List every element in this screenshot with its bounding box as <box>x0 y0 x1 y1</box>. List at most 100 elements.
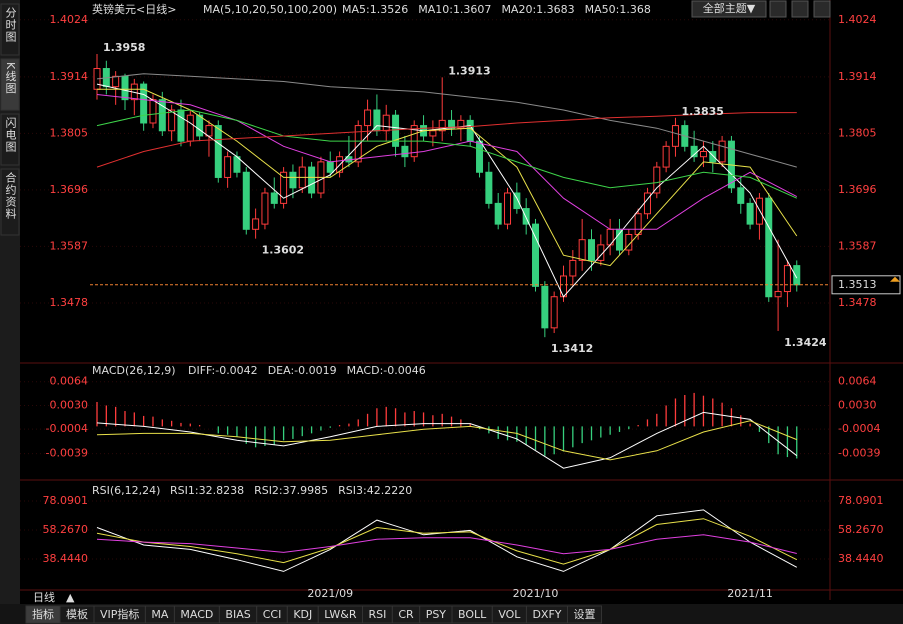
last-price-label: 1.3513 <box>838 278 877 291</box>
extreme-label: 1.3913 <box>448 64 490 77</box>
extreme-label: 1.3412 <box>551 342 593 355</box>
y-tick-label: 58.2670 <box>838 523 884 536</box>
extreme-label: 1.3835 <box>681 105 723 118</box>
bottom-tab-label[interactable]: VOL <box>498 608 521 621</box>
theme-button-label[interactable]: 全部主题▼ <box>703 1 756 15</box>
candle-body <box>280 171 288 204</box>
candle-body <box>504 192 512 225</box>
side-tab[interactable] <box>0 168 20 236</box>
side-tab-label[interactable]: 分时图 <box>4 7 17 43</box>
candle-body <box>364 109 372 127</box>
bottom-tab[interactable] <box>567 605 602 624</box>
candle-body <box>625 233 633 251</box>
period-label[interactable]: 日线 <box>33 590 55 604</box>
candle-body <box>196 114 204 137</box>
candle-body <box>429 130 437 137</box>
bottom-tab-label[interactable]: 模板 <box>66 607 88 621</box>
side-tab[interactable] <box>0 3 20 56</box>
side-tab-label[interactable]: 合约资料 <box>4 171 17 220</box>
y-tick-label: 1.3914 <box>50 70 89 83</box>
candle-body <box>746 202 754 225</box>
x-tick-label: 2021/09 <box>307 587 353 600</box>
candle-body <box>476 140 484 173</box>
candle-body <box>522 208 530 225</box>
candle-body <box>513 192 521 210</box>
legend-entry: MA5:1.3526 <box>342 3 408 16</box>
y-tick-label: -0.0039 <box>46 447 88 460</box>
last-price-arrow <box>890 276 900 282</box>
window-button[interactable] <box>813 0 831 18</box>
y-tick-label: 78.0901 <box>43 494 89 507</box>
bottom-tab-label[interactable]: BIAS <box>225 608 250 621</box>
line <box>97 88 798 267</box>
candle-body <box>158 99 166 132</box>
bottom-tab-label[interactable]: MACD <box>180 608 213 621</box>
legend-entry: RSI2:37.9985 <box>254 484 328 497</box>
bottom-tab-label[interactable]: LW&R <box>324 608 357 621</box>
line <box>96 518 798 565</box>
line <box>96 112 797 168</box>
x-tick-label: 2021/10 <box>513 587 559 600</box>
legend-entry: MA10:1.3607 <box>418 3 491 16</box>
candle-body <box>186 114 194 142</box>
window-button[interactable] <box>791 0 809 18</box>
candle-body <box>587 239 595 261</box>
candle-body <box>457 119 465 129</box>
candle-body <box>662 145 670 168</box>
legend-entry: MACD:-0.0046 <box>347 364 426 377</box>
bottom-tab-label[interactable]: VIP指标 <box>100 607 139 621</box>
candle-body <box>765 197 773 298</box>
candle-body <box>401 145 409 158</box>
bottom-tab-label[interactable]: CR <box>398 608 414 621</box>
y-tick-label: 1.3478 <box>50 296 89 309</box>
candle-body <box>466 119 474 142</box>
candle-body <box>569 259 577 277</box>
theme-button[interactable] <box>691 0 767 18</box>
candle-body <box>308 166 316 194</box>
bottom-tab-label[interactable]: DXFY <box>532 608 561 621</box>
bottom-tab-label[interactable]: CCI <box>263 608 282 621</box>
window-button[interactable] <box>769 0 787 18</box>
bottom-tab-label[interactable]: RSI <box>368 608 386 621</box>
bottom-tab-label[interactable]: 指标 <box>32 607 54 621</box>
y-tick-label: 0.0030 <box>838 398 877 411</box>
candle-body <box>653 166 661 194</box>
last-price-box <box>831 275 901 295</box>
candle-body <box>541 285 549 329</box>
extreme-label: 1.3602 <box>262 244 304 257</box>
side-tab[interactable] <box>0 58 20 111</box>
candle-body <box>671 125 679 147</box>
candle-body <box>140 83 148 124</box>
bottom-tab-label[interactable]: MA <box>151 608 168 621</box>
bottom-tab-label[interactable]: 设置 <box>574 608 596 621</box>
side-tab-label[interactable]: 闪电图 <box>4 116 17 153</box>
y-tick-label: 1.3587 <box>50 239 89 252</box>
period-arrow[interactable]: ▲ <box>66 591 75 604</box>
y-tick-label: 38.4440 <box>838 552 884 565</box>
indicator-title: RSI(6,12,24) <box>92 484 160 497</box>
candle-body <box>214 125 222 178</box>
bottom-tab-label[interactable]: PSY <box>426 608 447 621</box>
candle-body <box>560 275 567 298</box>
candle-body <box>168 109 176 132</box>
candle-body <box>270 192 278 204</box>
extreme-label: 1.3958 <box>103 41 145 54</box>
legend-entry: DIFF:-0.0042 <box>188 364 258 377</box>
line <box>96 534 797 555</box>
candle-body <box>438 119 446 132</box>
candle-body <box>149 99 157 124</box>
candle-body <box>774 291 782 298</box>
y-tick-label: 1.3805 <box>50 126 89 139</box>
y-tick-label: -0.0039 <box>838 447 880 460</box>
candle-body <box>494 202 502 225</box>
indicator-title: MA(5,10,20,50,100,200) <box>203 3 337 16</box>
side-tab[interactable] <box>0 113 20 166</box>
bottom-tab-label[interactable]: BOLL <box>458 608 487 621</box>
side-tab-label[interactable]: K线图 <box>4 62 17 94</box>
candle-body <box>112 75 120 88</box>
y-tick-label: 0.0030 <box>50 398 89 411</box>
y-tick-label: 1.3914 <box>838 70 877 83</box>
line <box>96 73 797 168</box>
candle-body <box>177 109 185 142</box>
bottom-tab-label[interactable]: KDJ <box>293 608 312 621</box>
